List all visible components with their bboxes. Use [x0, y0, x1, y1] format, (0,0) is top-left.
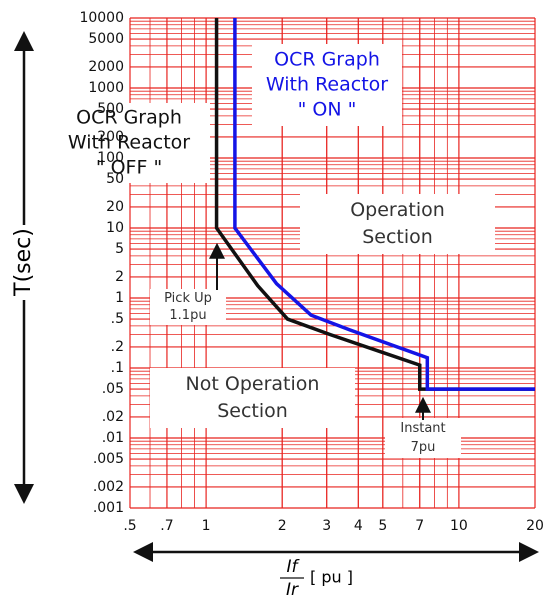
x-tick-label: 4	[354, 518, 363, 534]
y-tick-label: 100	[97, 150, 124, 166]
y-tick-label: 200	[97, 129, 124, 145]
annotation-box	[385, 418, 461, 458]
y-tick-label: 5	[115, 241, 124, 257]
annotation-text: OCR Graph	[76, 107, 182, 129]
annotation-box	[150, 368, 355, 428]
annotation-text: Section	[362, 226, 433, 248]
y-tick-label: .01	[102, 430, 124, 446]
y-tick-label: .2	[111, 339, 124, 355]
x-tick-label: 10	[450, 518, 468, 534]
x-tick-label: .5	[123, 518, 136, 534]
annotation-text: " OFF "	[96, 157, 162, 179]
y-tick-label: .02	[102, 409, 124, 425]
y-tick-label: .05	[102, 381, 124, 397]
annotation-text: With Reactor	[266, 74, 388, 96]
y-label-bg	[8, 225, 40, 300]
y-tick-label: 500	[97, 101, 124, 117]
x-tick-label: 5	[378, 518, 387, 534]
x-label-unit: [ pu ]	[310, 568, 353, 587]
y-tick-label: 10	[106, 220, 124, 236]
y-tick-label: 5000	[88, 31, 124, 47]
y-tick-label: 1000	[88, 80, 124, 96]
annotation-text: Section	[217, 400, 288, 422]
annotation-text: Not Operation	[186, 373, 320, 395]
x-tick-label: 7	[415, 518, 424, 534]
y-tick-label: .001	[93, 500, 124, 516]
annotation-text: Operation	[350, 199, 445, 221]
annotation-box	[252, 44, 402, 126]
annotation-text: 1.1pu	[169, 308, 206, 323]
y-tick-label: 1	[115, 290, 124, 306]
x-tick-label: 3	[322, 518, 331, 534]
y-tick-label: .5	[111, 311, 124, 327]
x-tick-label: 2	[278, 518, 287, 534]
y-tick-label: .1	[111, 360, 124, 376]
ticks: 10000 5000 2000 1000 500 200 100 50 20 10 5 2 1 .5 .2.…	[79, 10, 543, 534]
x-label-denominator: Ir	[286, 580, 299, 599]
annotation-text: With Reactor	[68, 132, 190, 154]
annotation-text: Pick Up	[164, 291, 212, 306]
annotation-text: OCR Graph	[274, 49, 380, 71]
annotation-text: Instant	[400, 421, 445, 436]
y-tick-label: 20	[106, 199, 124, 215]
y-tick-label: 2	[115, 269, 124, 285]
annotation-box	[48, 103, 210, 183]
y-tick-label: 10000	[79, 10, 124, 26]
y-tick-label: .002	[93, 479, 124, 495]
series-line	[214, 18, 535, 391]
annotations: OCR Graph With Reactor " OFF " OCR Graph Wit…	[48, 44, 495, 458]
series-line	[233, 18, 535, 391]
y-tick-label: .005	[93, 451, 124, 467]
x-tick-label: 20	[526, 518, 544, 534]
x-tick-label: 1	[202, 518, 211, 534]
lines	[214, 18, 535, 391]
annotation-text: " ON "	[298, 99, 357, 121]
x-tick-label: .7	[160, 518, 173, 534]
y-axis-label: T(sec)	[11, 228, 36, 297]
y-tick-label: 50	[106, 171, 124, 187]
annotation-text: 7pu	[411, 440, 436, 455]
y-tick-label: 2000	[88, 59, 124, 75]
x-label-numerator: If	[287, 557, 301, 577]
annotation-box	[150, 289, 226, 325]
annotation-box	[300, 194, 495, 254]
